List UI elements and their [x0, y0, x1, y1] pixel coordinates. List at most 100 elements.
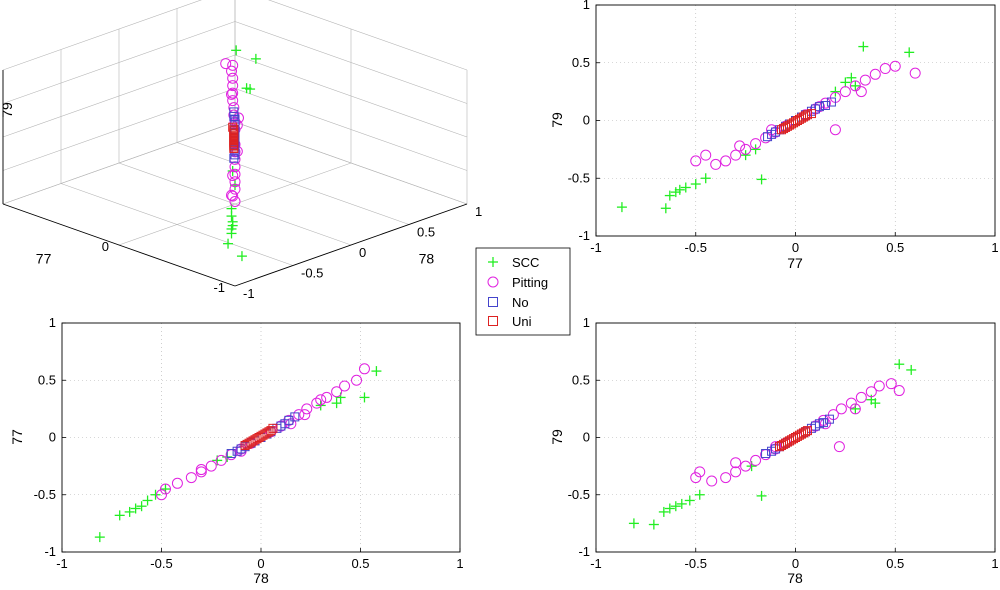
legend-item-scc: SCC — [488, 255, 539, 270]
chart-scatter-78-vs-79: -1 -0.5 0 0.5 1 -1 -0.5 0 0.5 1 78 79 — [549, 315, 999, 586]
data-point-pitting — [734, 140, 746, 152]
data-point-scc — [227, 216, 238, 227]
data-point-pitting — [220, 58, 232, 70]
data-point-pitting — [229, 195, 241, 207]
data-point-pitting — [301, 403, 313, 415]
data-point-scc — [236, 251, 247, 262]
legend-item-no: No — [488, 295, 529, 310]
data-point-pitting — [835, 403, 847, 415]
data-point-scc — [616, 202, 627, 213]
data-point-scc — [660, 203, 671, 214]
x-tick-label: -1 — [56, 556, 68, 571]
y-tick-label: 1 — [583, 315, 590, 330]
data-point-no — [820, 100, 830, 110]
y-tick-label: -1 — [578, 544, 590, 559]
x-tick-label-3d: -1 — [213, 280, 225, 295]
data-point-pitting — [710, 158, 722, 170]
data-point-pitting — [351, 374, 363, 386]
data-point-scc — [245, 84, 256, 95]
grid-3d — [176, 142, 410, 225]
data-point-scc — [830, 86, 841, 97]
data-point-scc — [850, 80, 861, 91]
data-point-scc — [142, 495, 153, 506]
y-tick-label: 0.5 — [38, 372, 56, 387]
y-axis-3d — [234, 203, 468, 287]
data-point-scc — [906, 364, 917, 375]
y-tick-label: 0 — [583, 113, 590, 128]
data-point-pitting — [740, 143, 752, 155]
x-tick-label: -0.5 — [685, 240, 707, 255]
data-point-pitting — [321, 391, 333, 403]
x-tick-label: -0.5 — [150, 556, 172, 571]
data-point-pitting — [227, 80, 239, 92]
data-point-scc — [674, 184, 685, 195]
data-point-pitting — [849, 80, 861, 92]
data-point-scc — [694, 489, 705, 500]
y-axis-label: 79 — [549, 429, 565, 445]
data-point-scc — [690, 179, 701, 190]
data-point-pitting — [829, 124, 841, 136]
y-tick-label: 1 — [583, 0, 590, 12]
legend-label-uni: Uni — [512, 314, 532, 329]
data-point-pitting — [730, 466, 742, 478]
data-point-pitting — [195, 464, 207, 476]
data-point-scc — [846, 72, 857, 83]
y-tick-label: 0.5 — [572, 55, 590, 70]
data-point-no — [229, 107, 239, 117]
data-point-scc — [664, 190, 675, 201]
y-axis-label-3d: 78 — [419, 250, 435, 266]
grid-3d — [60, 183, 294, 266]
chart-scatter-77-vs-79: -1 -0.5 0 0.5 1 -1 -0.5 0 0.5 1 77 79 — [549, 0, 999, 271]
data-points — [616, 41, 921, 214]
data-point-uni — [779, 124, 789, 134]
x-tick-label: -1 — [590, 240, 602, 255]
data-point-pitting — [720, 472, 732, 484]
square-marker-icon — [488, 316, 498, 326]
x-tick-label: -0.5 — [685, 556, 707, 571]
data-point-scc — [359, 392, 370, 403]
data-point-scc — [371, 366, 382, 377]
y-tick-label: -1 — [578, 228, 590, 243]
data-point-pitting — [873, 380, 885, 392]
data-points — [94, 363, 382, 543]
data-point-pitting — [690, 472, 702, 484]
data-point-pitting — [750, 454, 762, 466]
data-point-uni — [777, 125, 787, 135]
data-point-uni — [229, 144, 239, 154]
data-point-pitting — [226, 65, 238, 77]
data-point-scc — [670, 501, 681, 512]
square-marker-icon — [488, 297, 498, 307]
data-point-pitting — [171, 477, 183, 489]
x-tick-label: 1 — [991, 556, 998, 571]
data-point-pitting — [839, 86, 851, 98]
data-point-pitting — [227, 72, 239, 84]
data-point-scc — [700, 173, 711, 184]
data-point-scc — [680, 182, 691, 193]
data-point-scc — [136, 501, 147, 512]
data-point-pitting — [156, 489, 167, 501]
data-point-scc — [231, 45, 242, 56]
y-tick-label-3d: 1 — [475, 204, 482, 219]
data-point-scc — [130, 503, 141, 514]
data-point-scc — [114, 510, 125, 521]
data-point-scc — [894, 359, 905, 370]
y-tick-label: -0.5 — [568, 170, 590, 185]
data-point-no — [826, 97, 836, 107]
data-point-pitting — [339, 380, 351, 392]
data-point-pitting — [227, 170, 239, 182]
legend-label-pitting: Pitting — [512, 275, 548, 290]
data-point-pitting — [750, 138, 762, 150]
y-tick-label: 1 — [49, 315, 56, 330]
data-point-pitting — [720, 155, 732, 167]
y-tick-label: -0.5 — [568, 487, 590, 502]
data-point-pitting — [159, 483, 171, 495]
y-tick-label: 0.5 — [572, 372, 590, 387]
data-point-pitting — [229, 168, 241, 180]
x-tick-label: 0.5 — [886, 240, 904, 255]
data-point-scc — [904, 47, 915, 58]
data-point-scc — [250, 53, 261, 64]
data-point-uni — [240, 441, 250, 451]
grid-3d — [118, 162, 352, 246]
